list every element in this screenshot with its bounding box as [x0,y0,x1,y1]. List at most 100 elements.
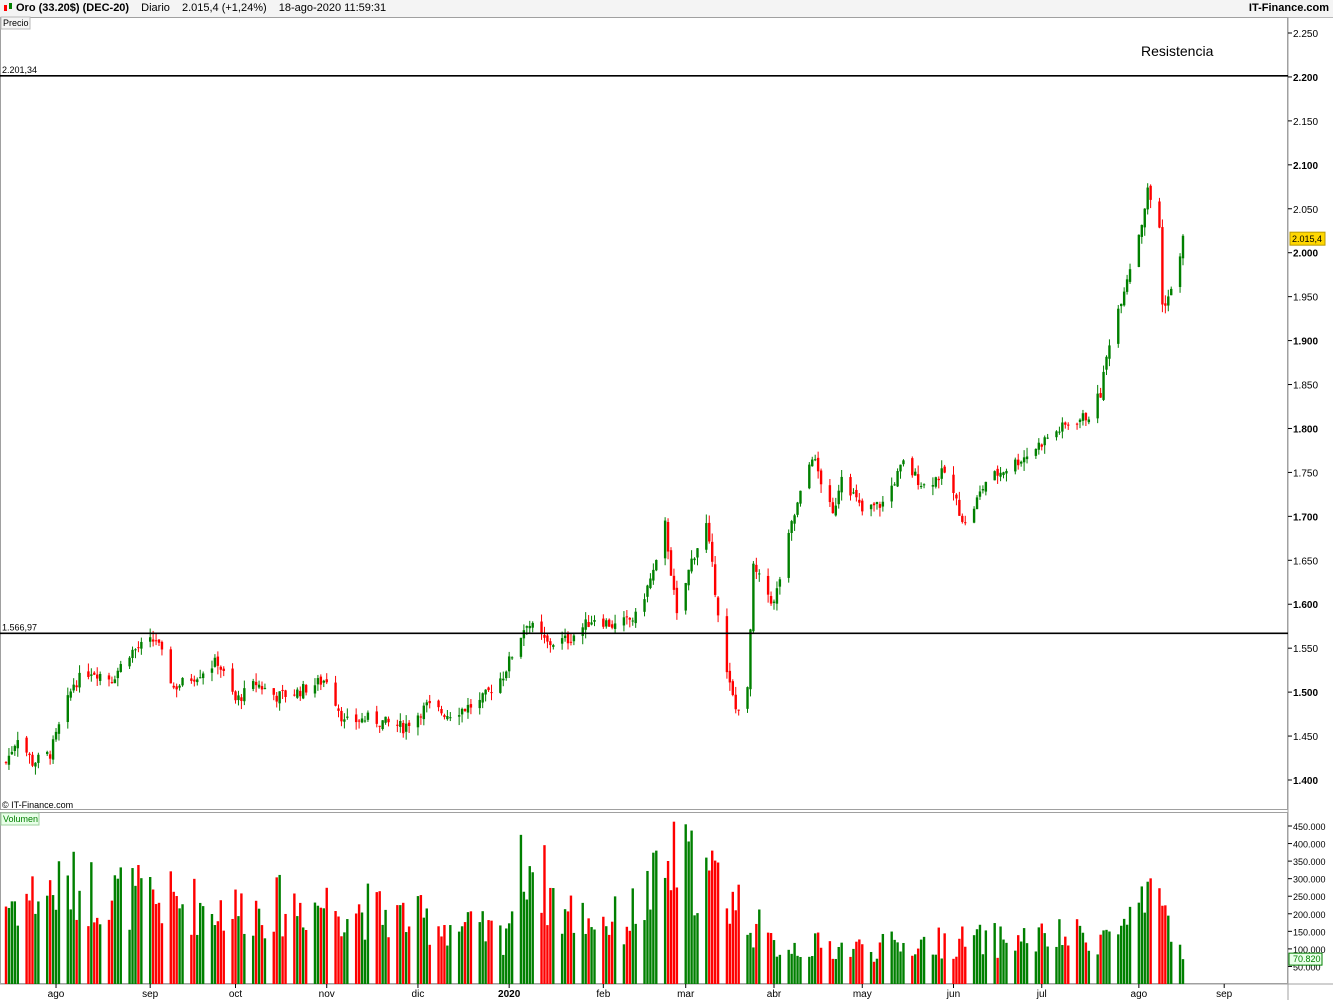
y-tick-label: 1.800 [1293,424,1318,435]
last-price-tag-label: 2.015,4 [1292,234,1322,244]
candle-body [1096,393,1099,419]
candle [28,752,31,764]
volume-bar [819,947,823,984]
volume-bar [984,930,988,984]
y-tick-label: 1.450 [1293,732,1318,743]
volume-bar [993,923,996,984]
volume-bar [113,875,117,984]
candle [446,710,449,721]
volume-bar [1137,902,1141,984]
volume-bar [428,944,431,984]
volume-bar [231,918,234,984]
volume-bar [484,941,487,984]
candle [975,495,979,510]
candle-body [878,504,882,508]
candle-body [790,521,793,533]
candle-body [10,751,14,755]
candle [1017,453,1020,470]
volume-bar [251,935,255,984]
candle [837,484,840,509]
candle [1164,295,1167,314]
volume-bar [1105,929,1108,984]
candle-body [734,694,737,710]
candle [922,483,926,489]
candle-body [1002,472,1005,476]
volume-bar [1046,946,1049,984]
volume-bar [916,948,920,984]
candle [128,656,131,669]
x-tick-label: dic [412,989,425,1000]
candle-body [1067,424,1070,426]
candle-body [263,687,267,689]
candle [1125,274,1129,295]
candle-body [87,671,90,677]
candle [893,482,896,486]
candle-body [655,560,658,571]
candle [299,686,302,701]
volume-bar [93,922,96,984]
candle-body [955,494,958,499]
candle-body [746,687,749,709]
volume-bar [90,862,93,984]
volume-bar [875,958,879,984]
volume-bar [378,891,381,984]
candle [605,618,608,629]
candle [731,679,734,697]
candle [799,490,802,507]
candle [675,580,679,620]
volume-bar [222,930,225,984]
volume-bar [463,922,467,984]
volume-bar [357,904,361,984]
volume-bar [137,865,140,984]
volume-bar [72,851,75,984]
volume-bar [284,913,287,984]
candle [634,608,637,628]
candle-body [978,491,982,497]
candle-body [299,690,302,697]
volume-bar [890,931,893,984]
volume-bar [975,929,979,984]
volume-bar [278,874,281,984]
candle-body [1158,201,1161,228]
candle [137,641,140,653]
candle [593,615,596,627]
candle-body [549,641,552,646]
candle [793,513,796,531]
volume-bar [422,917,426,984]
candle-body [222,668,225,671]
volume-bar [610,921,614,984]
candle-body [961,515,964,522]
candle [855,484,858,502]
candle [354,708,358,730]
candle-body [96,674,99,679]
volume-bar [1025,943,1029,984]
brand-label: IT-Finance.com [1248,2,1329,14]
volume-bar [943,933,946,984]
volume-tick-label: 400.000 [1293,840,1326,850]
price-panel-frame [0,17,1288,810]
volume-bar [325,887,328,984]
candle-body [384,716,387,723]
candle [322,679,325,688]
candle [602,614,605,629]
volume-bar [663,877,667,984]
candle-body [772,601,776,603]
volume-bar [840,942,843,984]
candle-body [631,620,634,622]
candle-body [334,682,337,706]
candle [808,462,811,490]
volume-bar [684,824,687,984]
candle-body [449,717,452,719]
candle-body [602,618,605,627]
candle [7,748,11,770]
candle-body [1170,288,1173,296]
candle-body [666,522,670,552]
candle-body [916,474,920,486]
candle [216,651,220,675]
candle [399,713,402,733]
volume-bar [911,955,914,984]
candle-body [213,657,217,667]
volume-bar [737,884,740,984]
volume-bar [1087,950,1091,984]
